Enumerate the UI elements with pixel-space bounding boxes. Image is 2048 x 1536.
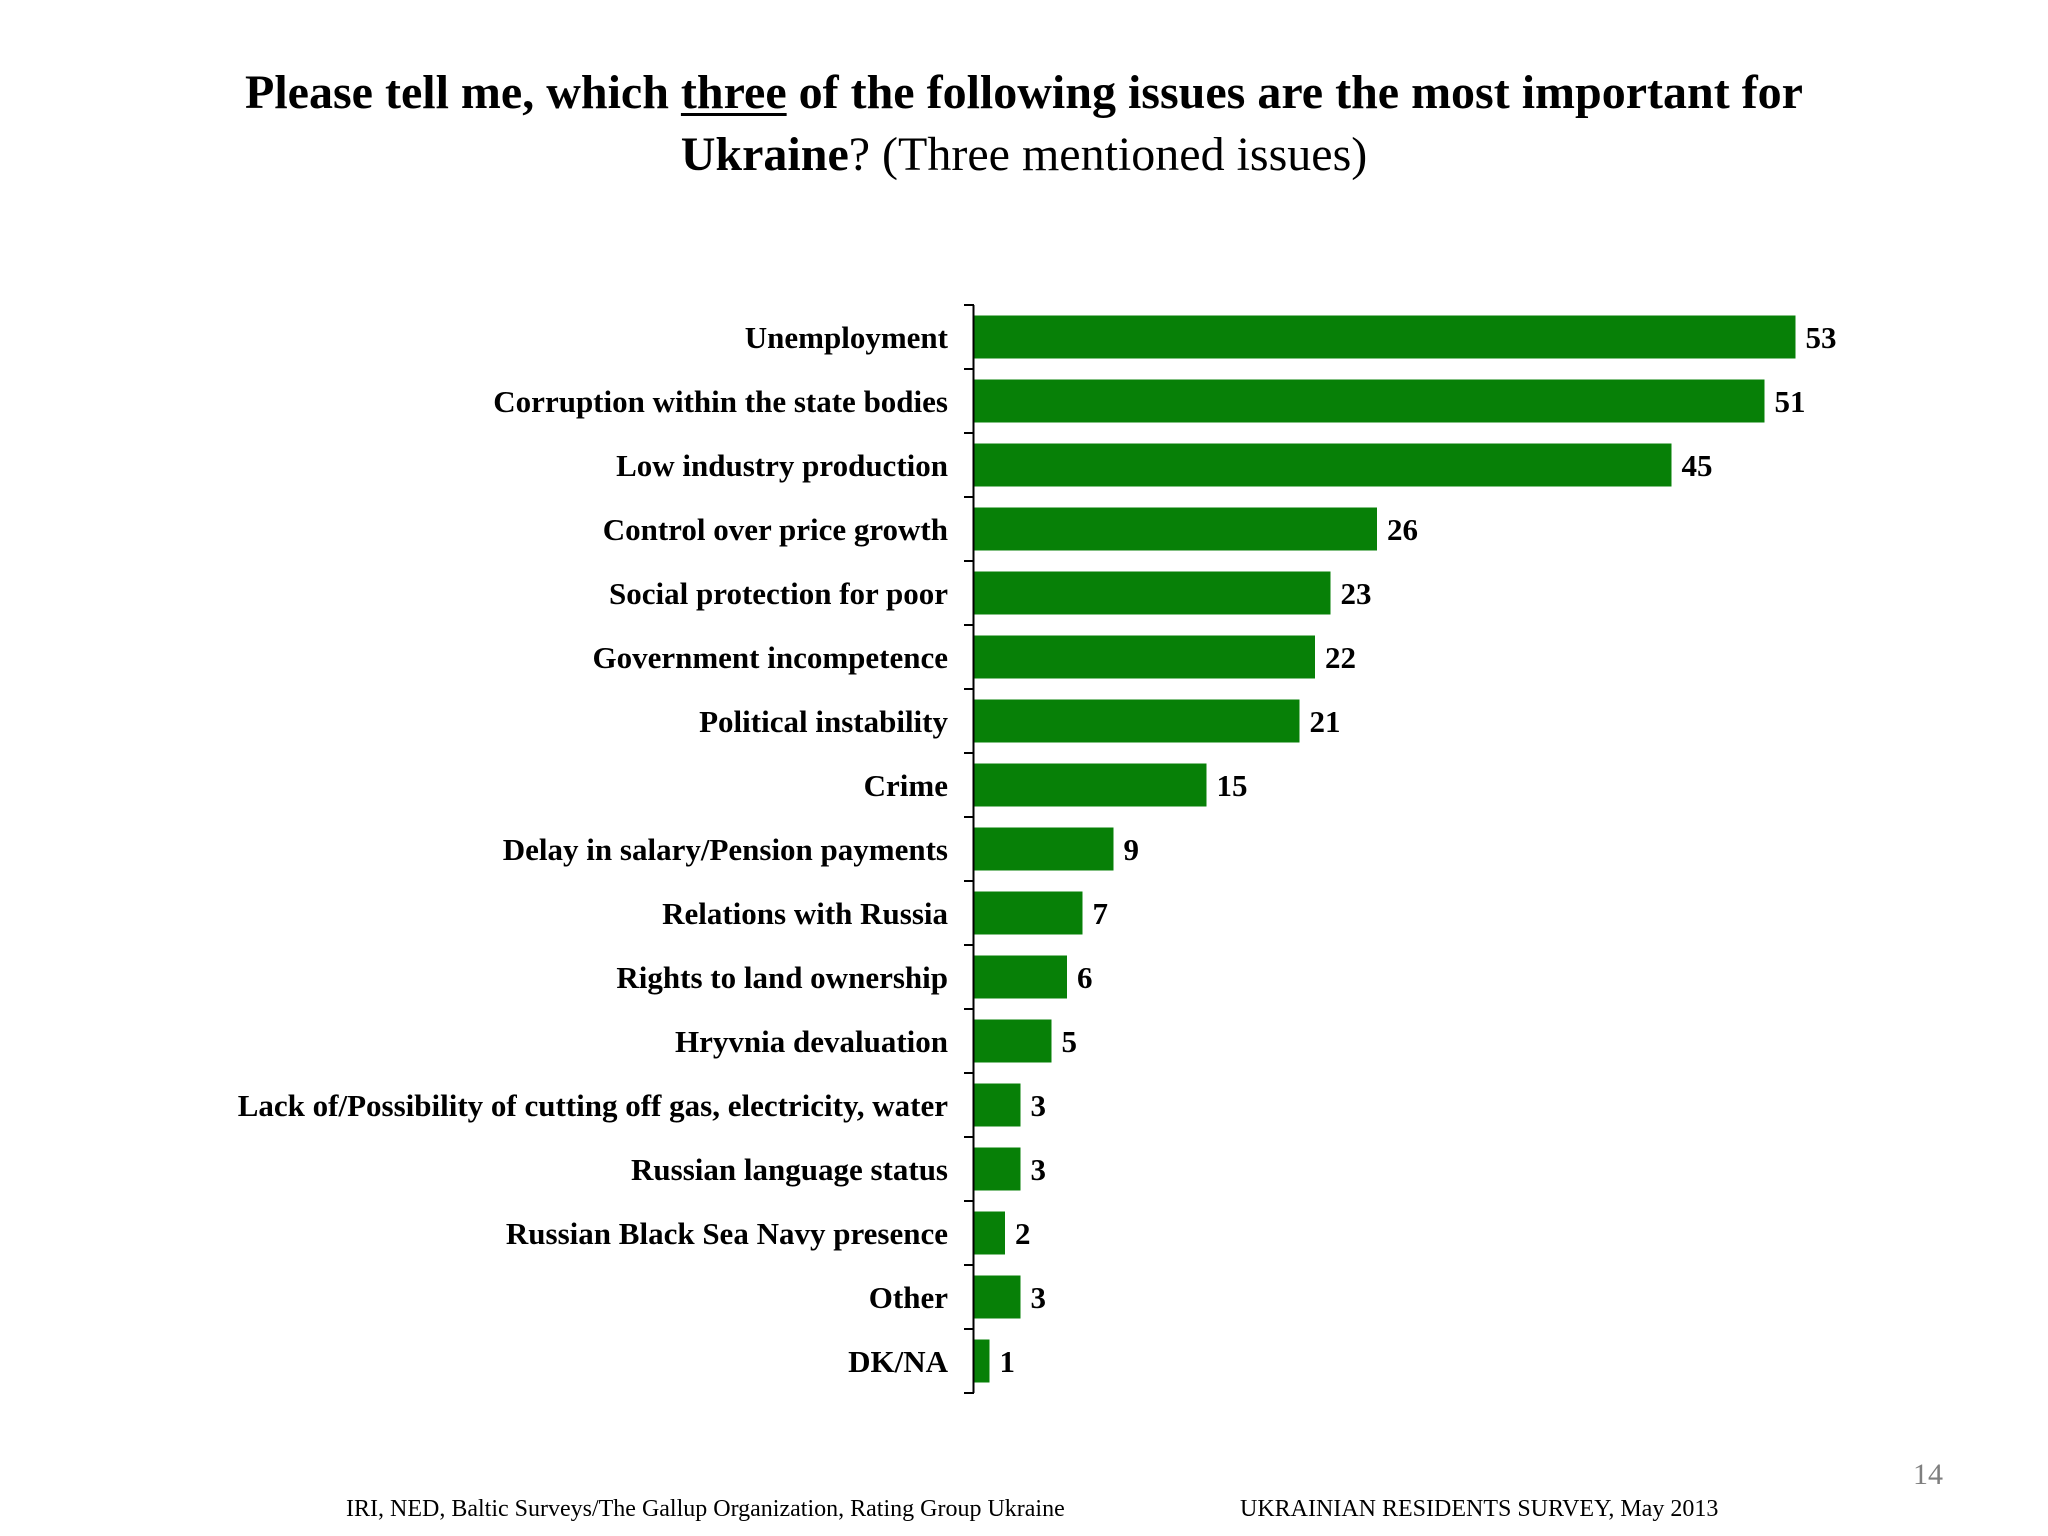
- category-label: Corruption within the state bodies: [493, 384, 948, 419]
- category-label: Russian language status: [631, 1152, 948, 1187]
- category-label: Russian Black Sea Navy presence: [506, 1216, 948, 1251]
- category-label: Crime: [864, 768, 948, 803]
- bar: [974, 571, 1331, 615]
- data-label: 2: [1015, 1216, 1031, 1251]
- category-label: DK/NA: [848, 1344, 949, 1379]
- data-label: 5: [1062, 1024, 1078, 1059]
- bar: [974, 635, 1315, 679]
- footer-source: IRI, NED, Baltic Surveys/The Gallup Orga…: [346, 1496, 1065, 1522]
- title-part-4: ? (Three mentioned issues): [848, 128, 1368, 181]
- title-part-2: of the following issues are the most imp…: [786, 66, 1803, 119]
- category-label: Other: [869, 1280, 948, 1315]
- data-label: 45: [1682, 448, 1713, 483]
- bar: [974, 315, 1796, 359]
- category-label: Social protection for poor: [609, 576, 948, 611]
- category-label: Delay in salary/Pension payments: [503, 832, 948, 867]
- data-label: 7: [1093, 896, 1109, 931]
- data-label: 21: [1310, 704, 1341, 739]
- category-label: Hryvnia devaluation: [675, 1024, 948, 1059]
- data-label: 22: [1325, 640, 1356, 675]
- bar: [974, 699, 1300, 743]
- bar: [974, 1083, 1021, 1127]
- bar: [974, 955, 1067, 999]
- bar: [974, 507, 1377, 551]
- bar: [974, 1211, 1005, 1255]
- title-part-3: Ukraine: [680, 128, 849, 181]
- data-label: 26: [1387, 512, 1418, 547]
- page-number: 14: [1913, 1458, 1943, 1491]
- title-part-1: Please tell me, which: [245, 66, 681, 119]
- bar: [974, 443, 1672, 487]
- bar: [974, 1019, 1052, 1063]
- category-label: Political instability: [699, 704, 948, 739]
- bar: [974, 1339, 990, 1383]
- data-label: 3: [1031, 1152, 1047, 1187]
- footer-survey: UKRAINIAN RESIDENTS SURVEY, May 2013: [1240, 1496, 1719, 1522]
- category-label: Government incompetence: [592, 640, 948, 675]
- bar: [974, 763, 1207, 807]
- bar: [974, 1147, 1021, 1191]
- data-label: 1: [1000, 1344, 1016, 1379]
- data-label: 51: [1775, 384, 1806, 419]
- category-label: Rights to land ownership: [616, 960, 948, 995]
- bar: [974, 379, 1765, 423]
- category-label: Unemployment: [745, 320, 949, 355]
- category-label: Relations with Russia: [662, 896, 948, 931]
- data-label: 6: [1077, 960, 1093, 995]
- bar: [974, 891, 1083, 935]
- data-label: 3: [1031, 1280, 1047, 1315]
- title-emphasis: three: [680, 66, 787, 119]
- bar: [974, 827, 1114, 871]
- bar: [974, 1275, 1021, 1319]
- data-label: 3: [1031, 1088, 1047, 1123]
- chart-title: Please tell me, which three of the follo…: [0, 62, 2048, 186]
- data-label: 53: [1806, 320, 1837, 355]
- category-label: Low industry production: [616, 448, 948, 483]
- category-label: Control over price growth: [603, 512, 948, 547]
- data-label: 9: [1124, 832, 1140, 867]
- data-label: 23: [1341, 576, 1372, 611]
- category-label: Lack of/Possibility of cutting off gas, …: [238, 1088, 949, 1123]
- data-label: 15: [1217, 768, 1248, 803]
